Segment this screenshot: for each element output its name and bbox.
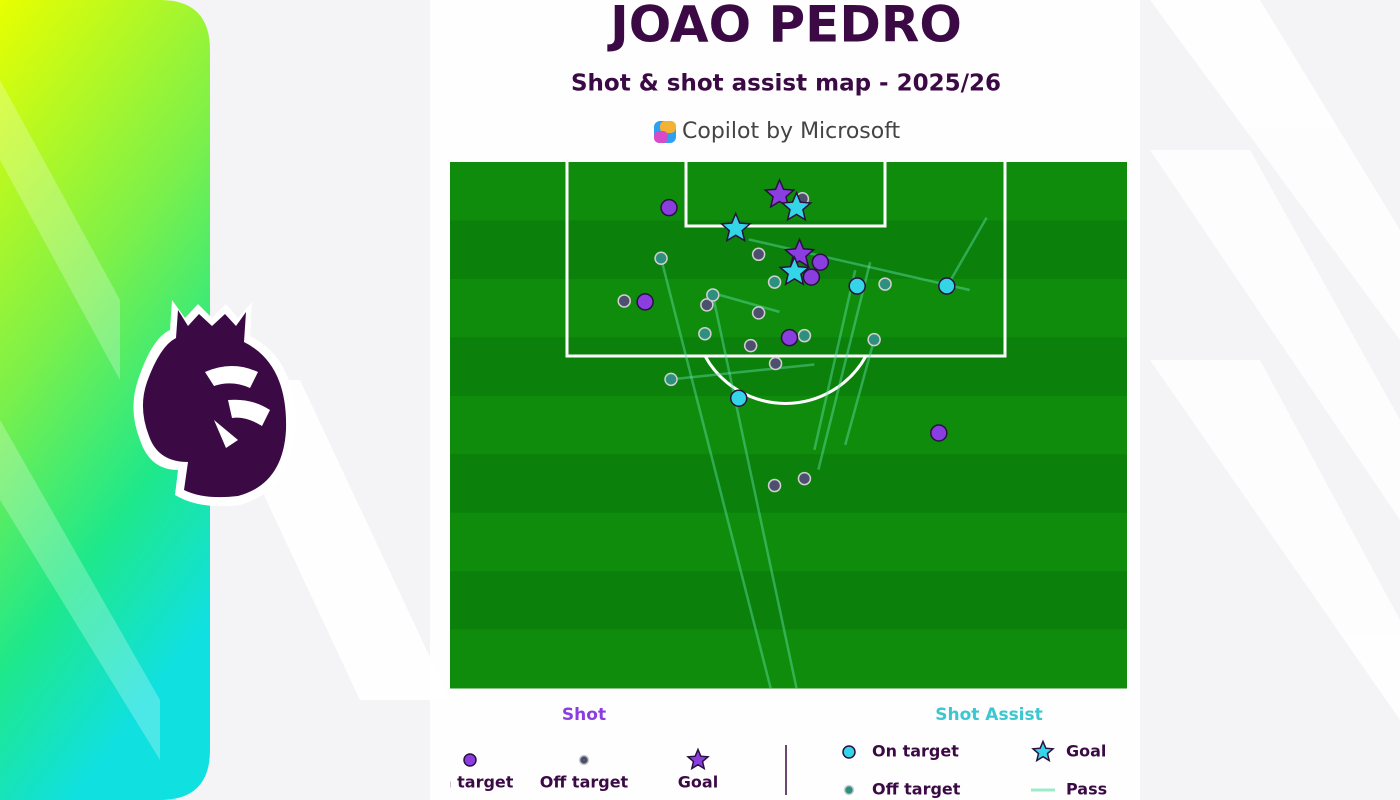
pass (748, 238, 970, 292)
dot-marker (729, 389, 748, 407)
legend-marker (463, 753, 477, 767)
dot-marker (654, 251, 668, 266)
penalty-arc (703, 355, 868, 405)
pass (711, 294, 798, 688)
dot-marker (698, 326, 712, 341)
legend-label: On target (872, 742, 959, 761)
dot-marker (867, 332, 881, 347)
pitch-stripe (450, 454, 1127, 514)
legend: Shot On target Off target Goal Shot Assist On… (427, 705, 1107, 799)
dot-marker (636, 293, 654, 311)
brand-text: Copilot by Microsoft (682, 119, 901, 144)
dot-marker (930, 424, 948, 442)
pass (813, 269, 857, 451)
pass (670, 363, 815, 381)
dot-marker (751, 306, 766, 320)
pass (817, 261, 872, 470)
dot-marker (660, 198, 678, 217)
dot-marker (802, 268, 821, 286)
legend-marker (578, 754, 590, 766)
dot-marker (617, 294, 631, 308)
legend-group-title: Shot Assist (935, 705, 1043, 725)
dot-marker (706, 288, 720, 302)
pitch-stripe (450, 278, 1127, 338)
legend-label: Off target (872, 780, 961, 799)
six-yard-box (684, 162, 887, 228)
dot-marker (751, 247, 766, 262)
pitch-stripe (450, 629, 1127, 689)
pitch-stripe (450, 512, 1127, 572)
legend-group-title: Shot (562, 705, 606, 725)
dot-marker (700, 298, 714, 312)
dot-marker (664, 372, 678, 387)
pass (659, 257, 772, 688)
dot-marker (797, 328, 812, 343)
legend-marker (842, 745, 856, 759)
chart-title: JOAO PEDRO (607, 0, 962, 54)
dot-marker (767, 478, 782, 493)
pass (946, 216, 988, 286)
brand: Copilot by Microsoft (654, 119, 901, 144)
dot-marker (938, 277, 956, 295)
brand-icon (660, 121, 676, 133)
pitch-lines (565, 162, 1007, 405)
star-marker (783, 237, 816, 268)
legend-label: Goal (678, 773, 718, 792)
side-panel-stripes (0, 80, 160, 760)
legend-marker (843, 784, 855, 796)
legend-label: Off target (540, 773, 629, 792)
brand-icon (654, 131, 668, 143)
dot-marker (768, 356, 783, 371)
pass (719, 293, 780, 314)
penalty-box (565, 162, 1007, 358)
star-marker (763, 177, 796, 209)
legend-marker (686, 747, 710, 771)
league-logo (133, 300, 296, 507)
dot-marker (878, 277, 892, 291)
side-panel (0, 0, 210, 800)
star-marker (780, 190, 813, 222)
star-marker (719, 211, 752, 243)
dot-marker (811, 253, 830, 271)
dot-marker (848, 277, 866, 295)
pitch-stripe (450, 571, 1127, 631)
chart-subtitle: Shot & shot assist map - 2025/26 (571, 71, 1001, 97)
marks (617, 177, 988, 688)
dot-marker (797, 471, 812, 486)
star-marker (778, 255, 811, 286)
dot-marker (767, 275, 782, 289)
pitch-stripe (450, 337, 1127, 397)
pitch-stripe (450, 395, 1127, 455)
legend-label: Goal (1066, 742, 1106, 761)
pitch (450, 162, 1127, 689)
dot-marker (780, 328, 799, 347)
legend-label: On target (427, 773, 514, 792)
legend-shot: Shot On target Off target Goal (427, 705, 718, 792)
dot-marker (743, 338, 758, 353)
pass (844, 339, 876, 446)
legend-label: Pass (1066, 780, 1107, 799)
legend-marker (1031, 739, 1055, 763)
